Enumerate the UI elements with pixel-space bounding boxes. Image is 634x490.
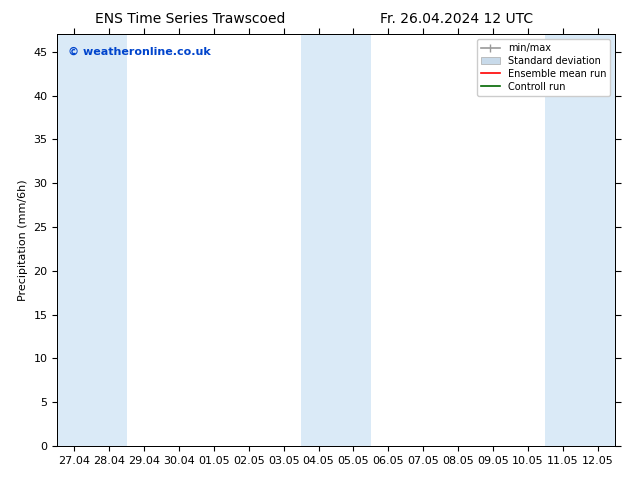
- Y-axis label: Precipitation (mm/6h): Precipitation (mm/6h): [18, 179, 28, 301]
- Legend: min/max, Standard deviation, Ensemble mean run, Controll run: min/max, Standard deviation, Ensemble me…: [477, 39, 610, 96]
- Bar: [57, 34, 127, 446]
- Bar: [301, 34, 371, 446]
- Bar: [545, 34, 615, 446]
- Text: © weatheronline.co.uk: © weatheronline.co.uk: [68, 47, 211, 57]
- Text: ENS Time Series Trawscoed: ENS Time Series Trawscoed: [95, 12, 285, 26]
- Text: Fr. 26.04.2024 12 UTC: Fr. 26.04.2024 12 UTC: [380, 12, 533, 26]
